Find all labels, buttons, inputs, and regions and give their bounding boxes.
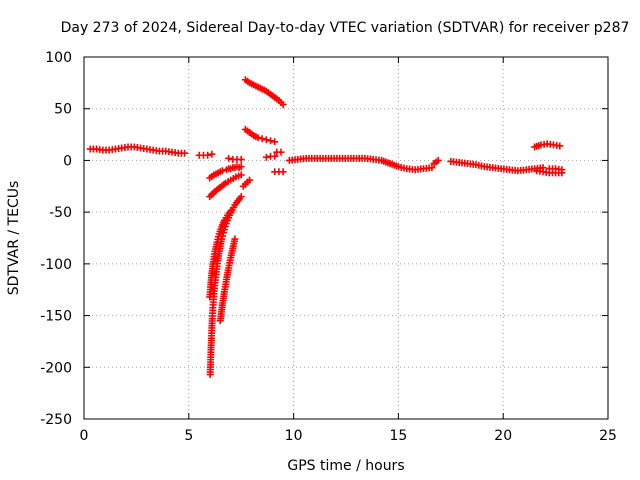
data-point bbox=[237, 163, 245, 171]
y-tick-label: -100 bbox=[40, 257, 72, 273]
series-dip-arc-c bbox=[216, 235, 239, 325]
axis-ticks bbox=[83, 56, 609, 420]
series-zero-cross-9h bbox=[262, 152, 279, 161]
data-point bbox=[227, 207, 235, 215]
data-point bbox=[237, 171, 245, 179]
data-point bbox=[246, 176, 254, 184]
series-short-17h bbox=[430, 156, 442, 168]
chart-title: Day 273 of 2024, Sidereal Day-to-day VTE… bbox=[61, 20, 630, 36]
data-point bbox=[271, 138, 279, 146]
y-tick-label: 50 bbox=[54, 102, 72, 118]
series-short-9h bbox=[273, 148, 285, 156]
data-point bbox=[225, 154, 233, 162]
y-tick-label: -150 bbox=[40, 309, 72, 325]
data-point bbox=[254, 134, 262, 142]
series-low-arcs-3 bbox=[225, 163, 245, 173]
data-point bbox=[204, 151, 212, 159]
data-point bbox=[434, 156, 442, 164]
series-early-arc bbox=[86, 143, 189, 157]
x-tick-label: 15 bbox=[389, 428, 407, 444]
grid bbox=[84, 57, 608, 419]
data-point bbox=[267, 137, 275, 145]
x-tick-label: 25 bbox=[599, 428, 617, 444]
data-point bbox=[181, 149, 189, 157]
x-tick-label: 10 bbox=[285, 428, 303, 444]
x-tick-label: 20 bbox=[494, 428, 512, 444]
data-point bbox=[428, 164, 436, 172]
series-short-9h-low bbox=[271, 168, 287, 176]
series-near-zero-7h bbox=[225, 154, 245, 163]
series-mid-arc bbox=[241, 125, 279, 146]
data-point bbox=[229, 164, 237, 172]
series-high-arc bbox=[241, 76, 287, 109]
data-point bbox=[258, 135, 266, 143]
x-tick-label: 5 bbox=[184, 428, 193, 444]
data-point bbox=[208, 150, 216, 158]
data-point bbox=[231, 235, 239, 243]
data-point bbox=[277, 148, 285, 156]
series-late-high bbox=[531, 140, 564, 151]
y-tick-label: -200 bbox=[40, 360, 72, 376]
y-tick-label: -50 bbox=[49, 205, 72, 221]
data-point bbox=[237, 155, 245, 163]
y-tick-label: 100 bbox=[45, 50, 72, 66]
data-point bbox=[225, 165, 233, 173]
x-tick-label: 0 bbox=[80, 428, 89, 444]
data-point bbox=[271, 152, 279, 160]
data-point bbox=[218, 167, 226, 175]
y-axis-label: SDTVAR / TECUs bbox=[6, 181, 22, 296]
data-point bbox=[558, 166, 566, 174]
y-tick-label: -250 bbox=[40, 412, 72, 428]
data-point bbox=[262, 153, 270, 161]
y-tick-labels: -250 -200 -150 -100 -50 0 50 100 bbox=[40, 50, 72, 428]
series-late-mid bbox=[545, 165, 566, 174]
data-point bbox=[556, 142, 564, 150]
data-point bbox=[279, 168, 287, 176]
series-main-arc bbox=[285, 154, 436, 174]
data-point bbox=[262, 136, 270, 144]
data-point bbox=[279, 101, 287, 109]
plot-frame bbox=[83, 56, 609, 420]
series-low-arcs-2 bbox=[206, 171, 245, 201]
y-tick-label: 0 bbox=[63, 153, 72, 169]
data-point bbox=[237, 193, 245, 201]
series-short-arc-6h bbox=[195, 150, 216, 159]
data-points bbox=[86, 76, 566, 379]
x-tick-labels: 0 5 10 15 20 25 bbox=[80, 428, 617, 444]
series-dip-arc-b bbox=[206, 207, 235, 301]
x-axis-label: GPS time / hours bbox=[287, 458, 404, 474]
series-low-arcs-4 bbox=[239, 176, 254, 190]
